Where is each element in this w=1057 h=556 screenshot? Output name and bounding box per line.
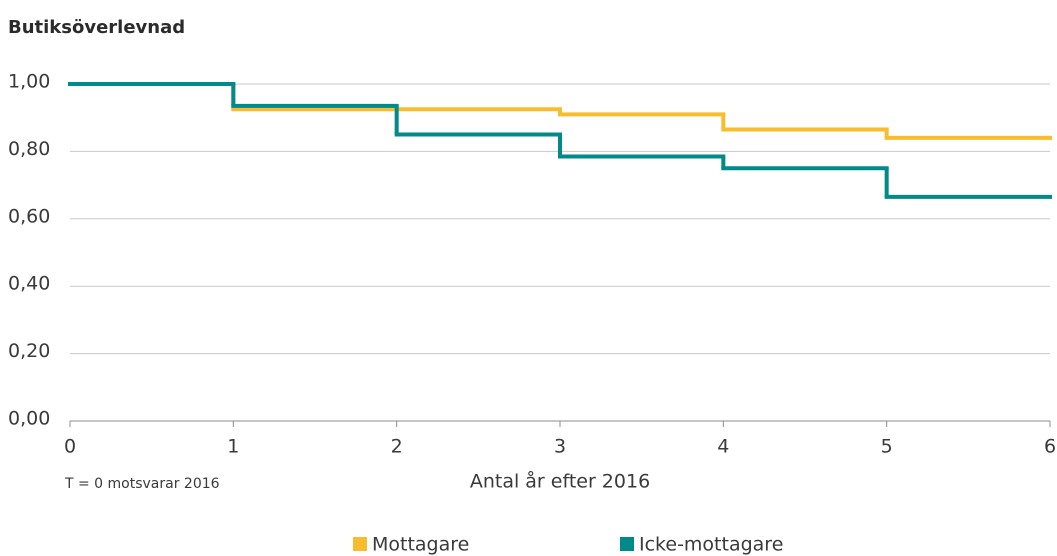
- x-tick-label: 3: [554, 436, 566, 458]
- y-tick-label: 0,40: [8, 273, 50, 295]
- legend-swatch: [620, 537, 634, 551]
- note: T = 0 motsvarar 2016: [64, 476, 220, 492]
- x-tick-label: 6: [1044, 436, 1056, 458]
- chart-title: Butiksöverlevnad: [8, 17, 185, 38]
- x-axis-label: Antal år efter 2016: [470, 470, 650, 493]
- y-tick-label: 0,20: [8, 340, 50, 362]
- x-tick-label: 0: [64, 436, 76, 458]
- x-tick-label: 5: [881, 436, 893, 458]
- legend-label: Icke-mottagare: [639, 534, 783, 556]
- x-tick-label: 2: [391, 436, 403, 458]
- x-tick-label: 4: [717, 436, 729, 458]
- step-riser: [231, 84, 889, 197]
- y-tick-label: 0,00: [8, 408, 50, 430]
- x-tick-label: 1: [227, 436, 239, 458]
- y-tick-label: 1,00: [8, 71, 50, 93]
- y-tick-label: 0,80: [8, 138, 50, 160]
- legend-label: Mottagare: [372, 534, 469, 556]
- legend-swatch: [353, 537, 367, 551]
- y-tick-label: 0,60: [8, 205, 50, 227]
